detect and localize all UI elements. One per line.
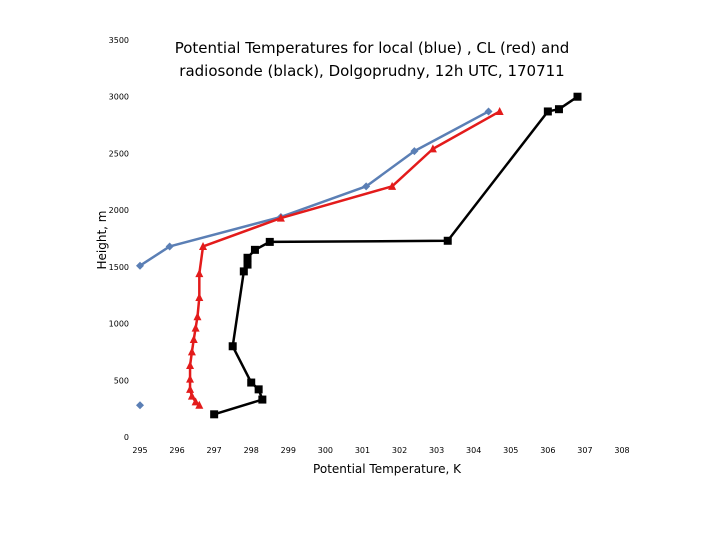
y-axis-label: Height, m xyxy=(95,211,109,270)
data-point-triangle xyxy=(199,241,208,250)
data-point-triangle xyxy=(195,400,204,409)
x-tick-label: 305 xyxy=(503,446,518,455)
data-point-triangle xyxy=(186,374,195,383)
series-line xyxy=(139,110,490,267)
x-tick-label: 298 xyxy=(244,446,259,455)
chart-title-line-1: Potential Temperatures for local (blue) … xyxy=(175,39,570,57)
y-tick-label: 2000 xyxy=(109,206,129,215)
x-tick-label: 308 xyxy=(614,446,629,455)
x-tick-label: 299 xyxy=(281,446,296,455)
x-axis-ticks: 295 296 297 298 299 300 301 302 303 304 305 306 307 3… xyxy=(132,446,629,455)
data-point-triangle xyxy=(388,181,397,190)
data-point-triangle xyxy=(186,384,195,393)
x-tick-label: 303 xyxy=(429,446,444,455)
x-tick-label: 301 xyxy=(355,446,370,455)
x-tick-label: 295 xyxy=(132,446,147,455)
data-point-triangle xyxy=(187,391,196,400)
data-point-square xyxy=(210,410,219,419)
x-tick-label: 297 xyxy=(207,446,222,455)
plot-area xyxy=(136,92,582,419)
series-diamond xyxy=(136,107,493,410)
data-point-triangle xyxy=(495,106,504,115)
data-point-triangle xyxy=(191,397,200,406)
x-tick-label: 302 xyxy=(392,446,407,455)
series-square xyxy=(210,92,582,419)
data-point-triangle xyxy=(193,312,202,321)
data-point-triangle xyxy=(186,361,195,370)
x-tick-label: 296 xyxy=(169,446,184,455)
data-point-square xyxy=(228,342,237,351)
data-point-square xyxy=(243,260,252,269)
data-point-triangle xyxy=(195,269,204,278)
y-tick-label: 3000 xyxy=(109,93,129,102)
data-point-square xyxy=(258,395,267,404)
data-point-square xyxy=(573,92,582,101)
data-point-square xyxy=(543,107,552,116)
y-tick-label: 1000 xyxy=(109,320,129,329)
x-tick-label: 307 xyxy=(577,446,592,455)
data-point-square xyxy=(247,378,256,387)
data-point-square xyxy=(250,245,259,254)
data-point-square xyxy=(254,385,263,394)
data-point-triangle xyxy=(195,292,204,301)
series-line xyxy=(213,95,579,416)
data-point-diamond xyxy=(362,182,371,191)
data-point-diamond xyxy=(136,401,144,410)
data-point-triangle xyxy=(189,334,198,343)
data-point-diamond xyxy=(484,107,493,116)
y-tick-label: 3500 xyxy=(109,36,129,45)
data-point-triangle xyxy=(187,347,196,356)
data-point-diamond xyxy=(136,261,144,270)
data-point-square xyxy=(443,236,452,245)
x-tick-label: 300 xyxy=(318,446,333,455)
series-line xyxy=(188,110,501,407)
data-point-triangle xyxy=(428,144,437,153)
data-point-triangle xyxy=(191,323,200,332)
series-triangle xyxy=(186,106,504,409)
y-tick-label: 0 xyxy=(124,433,129,442)
data-point-square xyxy=(554,105,563,114)
chart-title-line-2: radiosonde (black), Dolgoprudny, 12h UTC… xyxy=(179,62,564,80)
x-axis-label: Potential Temperature, K xyxy=(313,462,462,476)
y-tick-label: 500 xyxy=(114,376,129,385)
y-tick-label: 2500 xyxy=(109,149,129,158)
data-point-diamond xyxy=(165,242,174,251)
data-point-square xyxy=(265,237,274,246)
x-tick-label: 306 xyxy=(540,446,555,455)
x-tick-label: 304 xyxy=(466,446,481,455)
y-tick-label: 1500 xyxy=(109,263,129,272)
data-point-triangle xyxy=(276,213,285,222)
data-point-square xyxy=(239,267,248,276)
data-point-square xyxy=(243,253,252,262)
data-point-diamond xyxy=(410,147,419,156)
y-axis-ticks: 0 500 1000 1500 2000 2500 3000 3500 xyxy=(109,36,129,442)
